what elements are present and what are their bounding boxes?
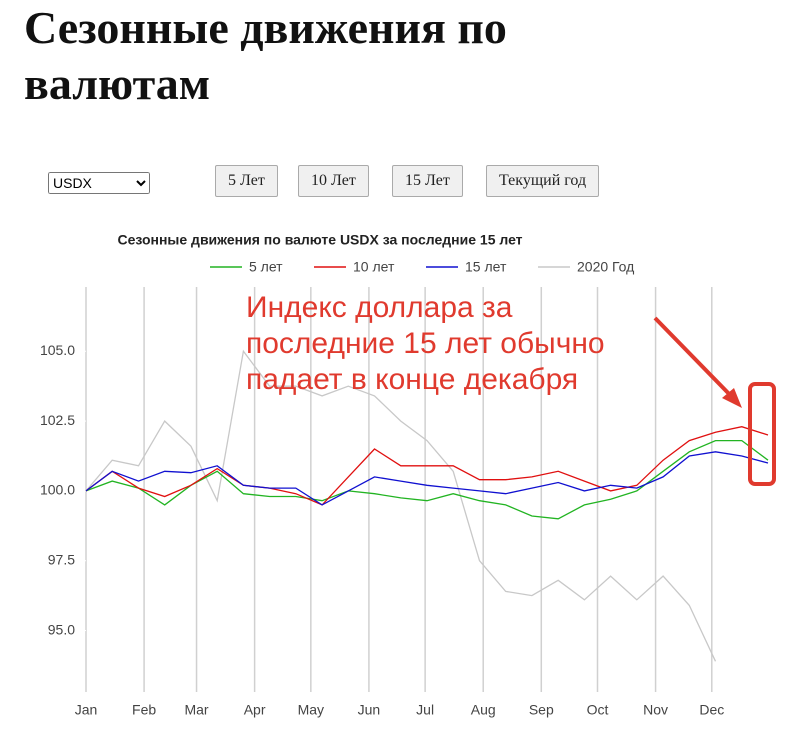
x-tick-label: Feb bbox=[132, 702, 156, 718]
x-tick-label: Apr bbox=[244, 702, 266, 718]
series-line bbox=[85, 451, 769, 506]
y-tick-label: 95.0 bbox=[48, 621, 75, 637]
legend-label: 2020 Год bbox=[577, 259, 634, 275]
period-button[interactable]: 15 Лет bbox=[392, 165, 463, 197]
currency-select[interactable]: USDX bbox=[48, 172, 150, 194]
series-line bbox=[85, 426, 769, 506]
x-tick-label: Sep bbox=[529, 702, 554, 718]
x-tick-label: Jun bbox=[358, 702, 381, 718]
period-button[interactable]: 10 Лет bbox=[298, 165, 369, 197]
x-tick-label: Dec bbox=[699, 702, 724, 718]
x-tick-label: Mar bbox=[184, 702, 208, 718]
x-tick-label: Oct bbox=[587, 702, 609, 718]
series-line bbox=[85, 439, 769, 520]
x-tick-label: Aug bbox=[471, 702, 496, 718]
legend-label: 5 лет bbox=[249, 259, 283, 275]
y-tick-label: 100.0 bbox=[40, 482, 75, 498]
y-tick-label: 102.5 bbox=[40, 412, 75, 428]
x-tick-label: Jan bbox=[75, 702, 98, 718]
series-line bbox=[85, 349, 717, 662]
highlight-box bbox=[748, 382, 776, 486]
plot: Jan Feb Mar Apr May Jun Jul Aug Sep Oct Nov Dec 95.0… bbox=[40, 259, 769, 718]
annotation: Индекс доллара за последние 15 лет обычн… bbox=[246, 291, 605, 396]
arrow bbox=[653, 316, 737, 402]
y-tick-label: 105.0 bbox=[40, 342, 75, 358]
period-button[interactable]: Текущий год bbox=[486, 165, 600, 197]
legend-label: 10 лет bbox=[353, 259, 395, 275]
x-tick-label: Jul bbox=[416, 702, 434, 718]
legend-label: 15 лет bbox=[465, 259, 507, 275]
y-tick-label: 97.5 bbox=[48, 551, 75, 567]
period-button[interactable]: 5 Лет bbox=[215, 165, 278, 197]
x-tick-label: May bbox=[298, 702, 324, 718]
page-title: Сезонные движения по валютам bbox=[24, 2, 507, 109]
x-tick-label: Nov bbox=[643, 702, 668, 718]
arrow-head bbox=[722, 388, 742, 408]
chart-title: Сезонные движения по валюте USDX за посл… bbox=[117, 232, 522, 248]
